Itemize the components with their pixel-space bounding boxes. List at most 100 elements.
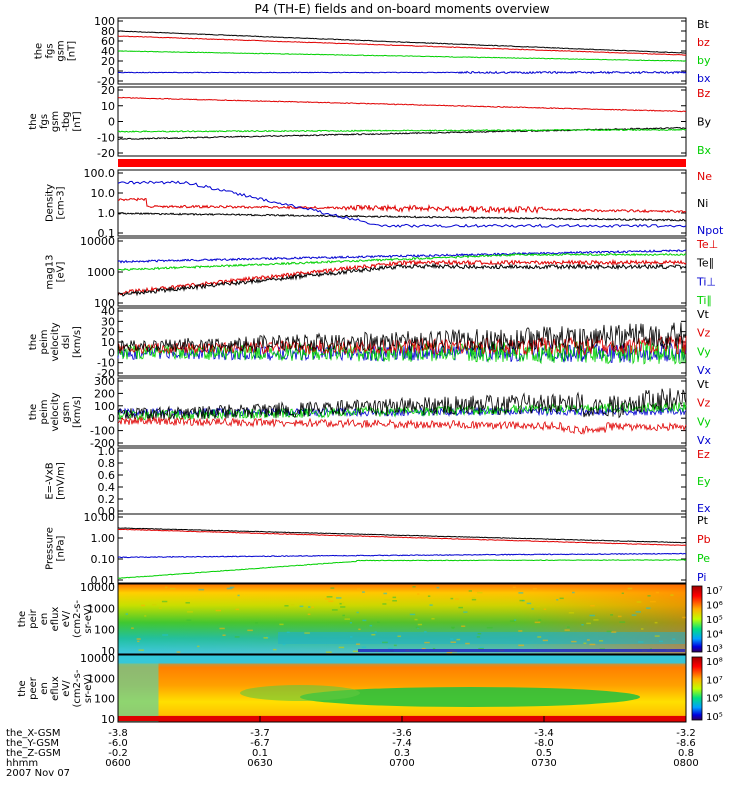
x-tick-label: -3.2 (676, 728, 696, 739)
y-tick-label: -10 (97, 357, 115, 370)
y-tick-label: 1000 (87, 672, 115, 685)
spectrogram-speckle (598, 640, 604, 642)
spectrogram-speckle (141, 604, 145, 607)
series-line-fgs-gsm (117, 30, 686, 54)
spectrogram-speckle (590, 604, 595, 607)
spectrogram-speckle (421, 647, 426, 650)
y-axis-label: [nT] (67, 41, 78, 61)
spectrogram-speckle (606, 630, 612, 633)
spectrogram-speckle (581, 624, 584, 626)
y-axis-label: gsm (56, 40, 67, 61)
y-tick-label: 0.0 (98, 505, 116, 518)
spectrogram-speckle (158, 607, 162, 609)
spectrogram-speckle (463, 611, 468, 613)
spectrogram-speckle (446, 651, 452, 654)
y-tick-label: 100 (94, 400, 115, 413)
legend-label: Vy (697, 345, 711, 358)
spectrogram-speckle (356, 611, 359, 614)
spectrogram-speckle (286, 631, 290, 634)
spectrogram-speckle (471, 598, 477, 601)
spectrogram-speckle (382, 603, 387, 605)
y-axis-label: en (39, 682, 50, 695)
x-tick-label: 0630 (247, 758, 272, 769)
spectrogram-peer-green-blob (300, 687, 640, 707)
spectrogram-speckle (392, 596, 397, 599)
y-tick-label: 0 (108, 65, 115, 78)
y-axis-label: velocity (50, 392, 61, 431)
x-tick-label: -3.8 (108, 728, 128, 739)
spectrogram-speckle (486, 626, 493, 629)
spectrogram-speckle (382, 641, 388, 644)
spectrogram-speckle (263, 637, 268, 639)
spectrogram-speckle (340, 606, 346, 608)
series-line-density (117, 180, 687, 228)
spectrogram-speckle (655, 591, 660, 594)
spectrogram-speckle (369, 624, 373, 627)
colorbar (691, 656, 703, 721)
y-axis-label: [km/s] (72, 396, 83, 428)
y-tick-label: -20 (97, 367, 115, 380)
spectrogram-speckle (136, 638, 141, 640)
y-axis-label: sr-eV) (83, 674, 94, 703)
y-tick-label: 10.00 (84, 511, 116, 524)
spectrogram-speckle (176, 651, 181, 653)
spectrogram-speckle (424, 631, 427, 633)
spectrogram-speckle (412, 586, 416, 588)
spectrogram-speckle (636, 601, 642, 603)
x-axis-row-label: the_X-GSM (6, 728, 60, 739)
spectrogram-speckle (509, 620, 515, 622)
x-tick-label: 0800 (673, 758, 698, 769)
y-tick-label: 0 (108, 116, 115, 129)
y-tick-label: 10 (101, 645, 115, 658)
spectrogram-speckle (536, 605, 540, 608)
x-tick-label: -3.7 (250, 728, 270, 739)
y-axis-label: peer (28, 676, 39, 700)
spectrogram-speckle (342, 614, 345, 617)
y-axis-label: the (17, 680, 28, 696)
panel-frame (117, 513, 687, 584)
spectrogram-peer-topband (118, 655, 686, 664)
spectrogram-speckle (384, 599, 391, 601)
spectrogram-speckle (336, 597, 342, 599)
y-tick-label: 0.2 (98, 493, 116, 506)
legend-label: Te⊥ (696, 238, 718, 251)
y-tick-label: 10 (101, 336, 115, 349)
legend-label: Vz (697, 397, 711, 410)
spectrogram-speckle (458, 606, 463, 609)
spectrogram-speckle (361, 646, 367, 649)
y-axis-label: [cm-3] (56, 186, 67, 219)
legend-label: Vt (697, 308, 710, 321)
spectrogram-speckle (650, 600, 656, 603)
spectrogram-speckle (362, 619, 367, 622)
spectrogram-speckle (518, 644, 525, 647)
y-tick-label: 20 (101, 84, 115, 97)
spectrogram-speckle (621, 592, 624, 595)
x-tick-label: 0.1 (252, 748, 268, 759)
spectrogram-speckle (586, 639, 590, 641)
legend-label: bx (697, 72, 711, 85)
spectrogram-speckle (451, 627, 455, 629)
data-gap-bar (118, 159, 686, 167)
y-tick-label: 1.0 (98, 207, 116, 220)
spectrogram-speckle (537, 636, 542, 638)
y-axis-label: fgs (45, 43, 56, 58)
colorbar-tick-label: 10⁶ (706, 694, 723, 705)
spectrogram-speckle (512, 586, 516, 589)
y-tick-label: 1.0 (98, 445, 116, 458)
y-tick-label: -200 (90, 437, 115, 450)
spectrogram-speckle (456, 638, 461, 641)
legend-label: Vx (697, 364, 712, 377)
spectrogram-speckle (627, 587, 633, 590)
legend-label: By (697, 116, 712, 129)
spectrogram-speckle (518, 592, 524, 594)
y-tick-label: 0.01 (91, 574, 116, 587)
spectrogram-speckle (235, 608, 240, 611)
x-axis-row-label: the_Y-GSM (6, 738, 59, 749)
y-tick-label: 0.4 (98, 481, 116, 494)
panel-temperature: 10000 1000 100 mag13 [eV] Te⊥ Te∥ Ti⊥ Ti∥ (45, 235, 719, 310)
spectrogram-speckle (417, 623, 423, 626)
spectrogram-speckle (583, 642, 587, 645)
spectrogram-speckle (531, 608, 534, 610)
spectrogram-speckle (162, 634, 169, 636)
